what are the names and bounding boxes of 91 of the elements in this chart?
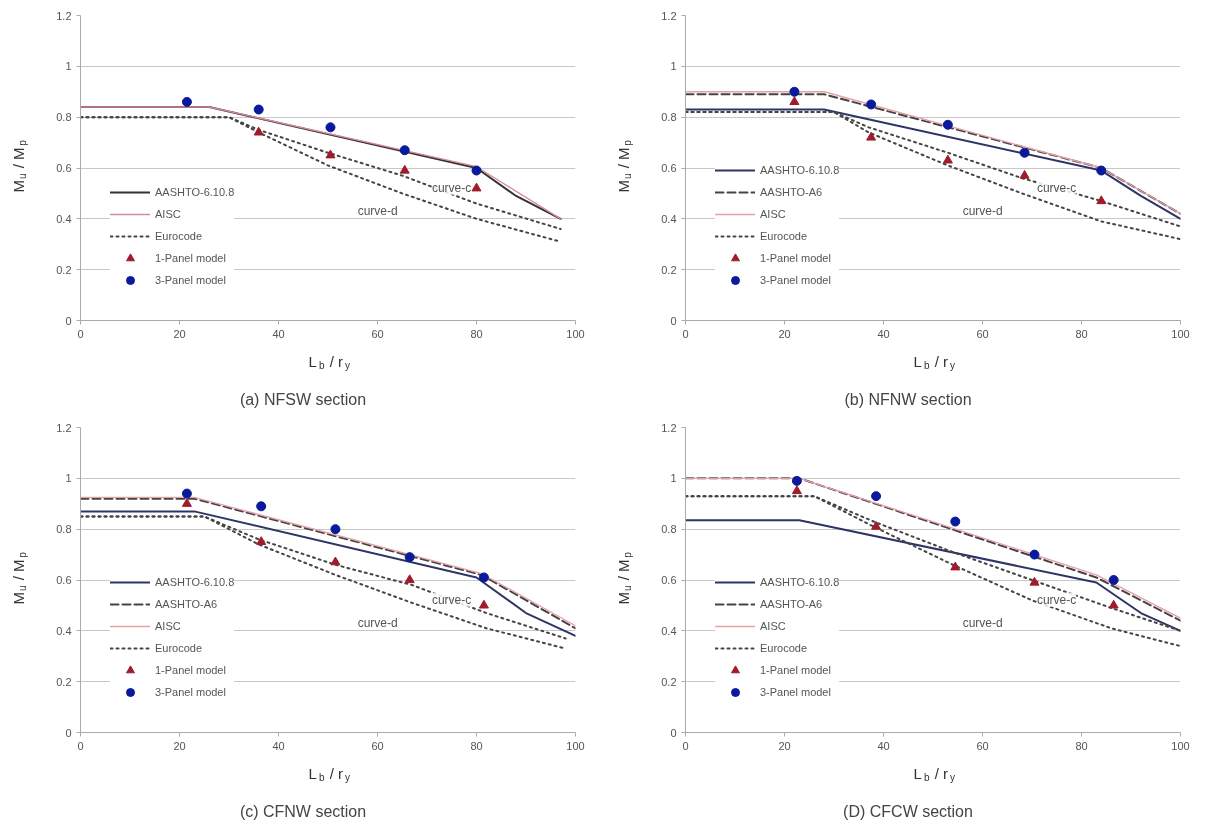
annotation: curve-c [431, 180, 472, 195]
legend-label: 1-Panel model [760, 663, 831, 678]
y-tick-label: 0.4 [661, 212, 677, 225]
y-tick-label: 0.4 [56, 212, 72, 225]
legend-label: AASHTO-6.10.8 [155, 185, 235, 200]
x-tick-label: 80 [470, 739, 483, 752]
y-tick-label: 0 [670, 726, 677, 739]
text: (D) CFCW section [843, 802, 973, 820]
legend-label: Eurocode [155, 229, 203, 244]
x-tick-label: 40 [877, 327, 890, 340]
x-tick-label: 0 [682, 327, 689, 340]
legend-label: AASHTO-A6 [760, 597, 823, 612]
y-axis-title: Mu / Mp [9, 139, 28, 193]
x-tick-label: 20 [173, 739, 186, 752]
y-tick-label: 0.4 [56, 624, 72, 637]
y-tick-label: 0.8 [56, 111, 72, 124]
y-tick-label: 1 [670, 472, 677, 485]
annotation: curve-d [357, 615, 398, 630]
x-tick-label: 40 [272, 327, 285, 340]
y-tick-label: 0.2 [56, 675, 72, 688]
annotation: curve-c [1036, 592, 1077, 607]
y-tick-label: 0.6 [661, 162, 677, 174]
y-tick-label: 1.2 [56, 421, 72, 434]
y-tick-label: 0.4 [661, 624, 677, 637]
legend-label: 3-Panel model [155, 273, 226, 288]
x-tick-label: 80 [1075, 327, 1088, 340]
x-tick-label: 0 [682, 739, 689, 752]
y-tick-label: 0 [65, 726, 72, 739]
legend-label: 1-Panel model [155, 251, 226, 266]
annotation: curve-d [962, 615, 1003, 630]
x-tick-label: 100 [1171, 327, 1190, 340]
legend-label: 3-Panel model [760, 685, 831, 700]
x-tick-label: 60 [976, 327, 989, 340]
y-axis-title: Mu / Mp [9, 551, 28, 605]
x-tick-label: 80 [1075, 739, 1088, 752]
y-tick-label: 0.6 [56, 574, 72, 586]
x-tick-label: 100 [566, 739, 585, 752]
y-axis-title: Mu / Mp [614, 139, 633, 193]
legend-label: AASHTO-6.10.8 [760, 163, 840, 178]
legend-label: Eurocode [155, 641, 203, 656]
annotation: curve-c [1036, 180, 1077, 195]
y-tick-label: 0.6 [56, 162, 72, 174]
y-tick-label: 1.2 [56, 9, 72, 22]
legend-label: 3-Panel model [155, 685, 226, 700]
y-tick-label: 1 [65, 60, 72, 73]
legend-label: 1-Panel model [760, 251, 831, 266]
y-tick-label: 1 [670, 60, 677, 73]
legend-label: AASHTO-A6 [155, 597, 218, 612]
y-tick-label: 1 [65, 472, 72, 485]
x-tick-label: 40 [272, 739, 285, 752]
x-tick-label: 20 [778, 327, 791, 340]
x-tick-label: 60 [371, 739, 384, 752]
y-tick-label: 0.2 [661, 675, 677, 688]
x-tick-label: 60 [371, 327, 384, 340]
legend-label: 1-Panel model [155, 663, 226, 678]
annotation: curve-c [431, 592, 472, 607]
x-tick-label: 20 [778, 739, 791, 752]
legend-label: AASHTO-6.10.8 [760, 575, 840, 590]
y-axis-title: Mu / Mp [614, 551, 633, 605]
x-tick-label: 0 [77, 327, 84, 340]
legend-label: AASHTO-A6 [760, 185, 823, 200]
legend-label: Eurocode [760, 229, 808, 244]
text: (c) CFNW section [239, 802, 367, 820]
x-tick-label: 100 [1171, 739, 1190, 752]
x-tick-label: 60 [976, 739, 989, 752]
y-tick-label: 0.8 [661, 111, 677, 124]
legend-label: AASHTO-6.10.8 [155, 575, 235, 590]
y-tick-label: 0.8 [661, 523, 677, 536]
x-tick-label: 100 [566, 327, 585, 340]
y-tick-label: 0.6 [661, 574, 677, 586]
y-tick-label: 0.8 [56, 523, 72, 536]
text: (a) NFSW section [239, 390, 367, 408]
y-tick-label: 0.2 [56, 263, 72, 276]
y-tick-label: 0 [670, 314, 677, 327]
legend-label: AISC [155, 619, 181, 634]
legend-label: AISC [760, 619, 786, 634]
legend-label: 3-Panel model [760, 273, 831, 288]
text: (b) NFNW section [844, 390, 972, 408]
annotation: curve-d [357, 203, 398, 218]
y-tick-label: 0.2 [661, 263, 677, 276]
x-tick-label: 20 [173, 327, 186, 340]
y-tick-label: 1.2 [661, 421, 677, 434]
x-tick-label: 0 [77, 739, 84, 752]
legend-label: AISC [155, 207, 181, 222]
y-tick-label: 1.2 [661, 9, 677, 22]
legend-label: Eurocode [760, 641, 808, 656]
x-tick-label: 40 [877, 739, 890, 752]
x-tick-label: 80 [470, 327, 483, 340]
legend-label: AISC [760, 207, 786, 222]
annotation: curve-d [962, 203, 1003, 218]
y-tick-label: 0 [65, 314, 72, 327]
